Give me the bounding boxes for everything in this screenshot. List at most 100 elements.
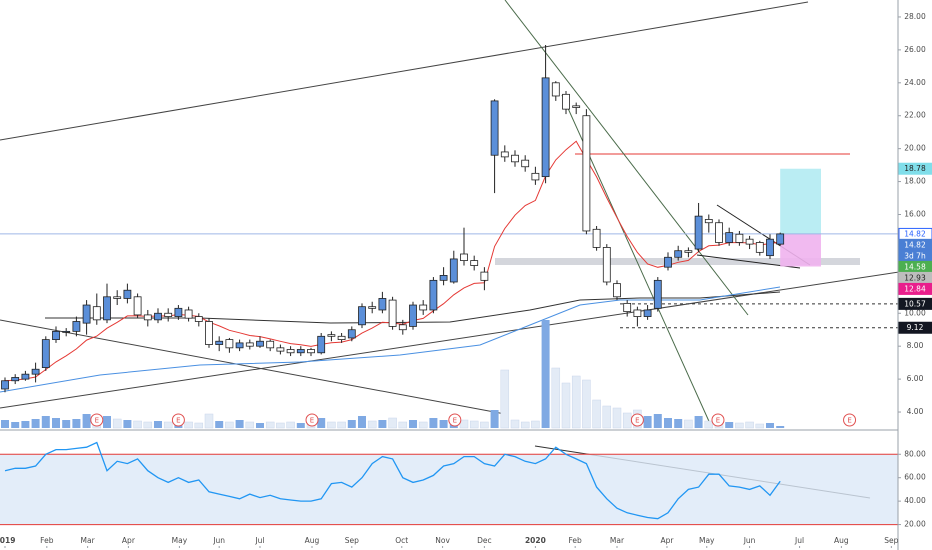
volume-bar xyxy=(82,414,91,428)
x-tick-label: 2019 xyxy=(0,536,15,545)
candle-body xyxy=(521,159,530,168)
candle-body xyxy=(378,298,387,311)
candle-body xyxy=(643,309,652,317)
price-badge: 14.82 xyxy=(904,229,926,238)
volume-bar xyxy=(245,421,255,429)
trend-line xyxy=(0,266,932,409)
candle-body xyxy=(194,316,203,322)
y-tick-label: 4.00 xyxy=(907,407,924,416)
x-tick-label: Jun xyxy=(743,536,756,545)
candle-body xyxy=(715,222,723,243)
volume-bar xyxy=(602,405,612,429)
trend-line xyxy=(0,1,809,141)
volume-bar xyxy=(0,420,9,428)
earnings-label: E xyxy=(716,417,720,425)
candle-body xyxy=(531,172,540,181)
volume-bar xyxy=(357,416,366,428)
candle-body xyxy=(41,339,50,368)
y-tick-label: 60.00 xyxy=(904,473,926,482)
moving-average xyxy=(45,291,781,324)
candle-body xyxy=(286,349,295,354)
volume-bar xyxy=(255,423,264,428)
axes: 4.00 6.00 8.00 10.00 16.00 18.00 20.00 22.00 24.… xyxy=(0,12,932,548)
candle-body xyxy=(633,309,642,317)
candle-body xyxy=(388,299,397,327)
earnings-marker xyxy=(843,413,857,427)
volume-bar xyxy=(704,420,714,429)
candle-body xyxy=(235,342,244,349)
volume-bar xyxy=(571,375,581,429)
earnings-marker xyxy=(630,413,644,427)
candle-body xyxy=(582,115,591,232)
candle-body xyxy=(266,340,275,349)
candle-body xyxy=(225,339,234,349)
volume-bar xyxy=(51,418,60,428)
candle-body xyxy=(205,321,213,345)
x-tick-label: Aug xyxy=(305,536,320,545)
candle-body xyxy=(276,347,285,352)
candle-body xyxy=(154,312,162,321)
candle-body xyxy=(1,380,9,390)
volume-bar xyxy=(408,420,417,428)
volume-bar xyxy=(643,416,652,428)
volume-bar xyxy=(398,421,408,429)
volume-bar xyxy=(561,382,571,429)
x-tick-label: Apr xyxy=(122,536,136,545)
candle-body xyxy=(664,256,672,268)
volume-bar xyxy=(735,422,744,429)
candle-body xyxy=(419,304,428,311)
price-badge: 14.58 xyxy=(904,262,926,271)
volume-bar xyxy=(265,421,275,429)
candle-body xyxy=(184,309,193,319)
volume-bar xyxy=(755,423,765,429)
candle-body xyxy=(256,340,264,347)
x-tick-label: Jul xyxy=(254,536,264,545)
y-tick-label: 20.00 xyxy=(904,520,926,529)
y-tick-label: 26.00 xyxy=(904,45,926,54)
volume-bar xyxy=(684,419,693,429)
x-tick-label: Sep xyxy=(345,536,359,545)
moving-average xyxy=(0,286,781,393)
candle-body xyxy=(480,271,489,281)
trend-line xyxy=(0,319,506,415)
x-tick-label: Mar xyxy=(610,536,625,545)
volume-bar xyxy=(663,418,672,428)
candle-body xyxy=(735,233,744,243)
candle-body xyxy=(490,100,499,156)
candle-body xyxy=(398,324,407,331)
volume-bar xyxy=(531,420,540,429)
x-tick-label: Feb xyxy=(40,536,54,545)
volume-bar xyxy=(510,419,520,429)
y-tick-label: 10.00 xyxy=(904,308,926,317)
price-badge-bg xyxy=(898,162,932,175)
zone xyxy=(495,258,860,265)
candle-body xyxy=(755,242,764,253)
x-tick-label: Jun xyxy=(212,536,225,545)
volume-bar xyxy=(582,379,591,429)
candle-body xyxy=(745,238,754,245)
y-tick-label: 6.00 xyxy=(907,374,924,383)
volume-bar xyxy=(235,420,244,428)
candle-body xyxy=(511,154,519,163)
candle-body xyxy=(704,219,713,224)
volume-bar xyxy=(745,421,754,429)
candle-body xyxy=(562,93,570,110)
countdown-badge: 3d 7h xyxy=(904,251,926,260)
volume-bar xyxy=(388,417,397,429)
volume-bar xyxy=(296,423,305,428)
candle-body xyxy=(92,306,101,321)
volume-bar xyxy=(418,421,428,429)
candle-body xyxy=(347,329,356,339)
candle-body xyxy=(327,334,336,337)
price-badge: 12.84 xyxy=(904,284,926,293)
candle-body xyxy=(296,349,305,354)
volume-bar xyxy=(653,414,662,428)
candle-body xyxy=(143,314,152,321)
candle-body xyxy=(429,279,438,311)
earnings-label: E xyxy=(95,417,99,425)
volume-bar xyxy=(551,367,561,429)
volume-bar xyxy=(225,421,234,429)
volume-bar xyxy=(674,419,683,428)
earnings-marker xyxy=(171,413,185,427)
candle-body xyxy=(541,77,550,178)
